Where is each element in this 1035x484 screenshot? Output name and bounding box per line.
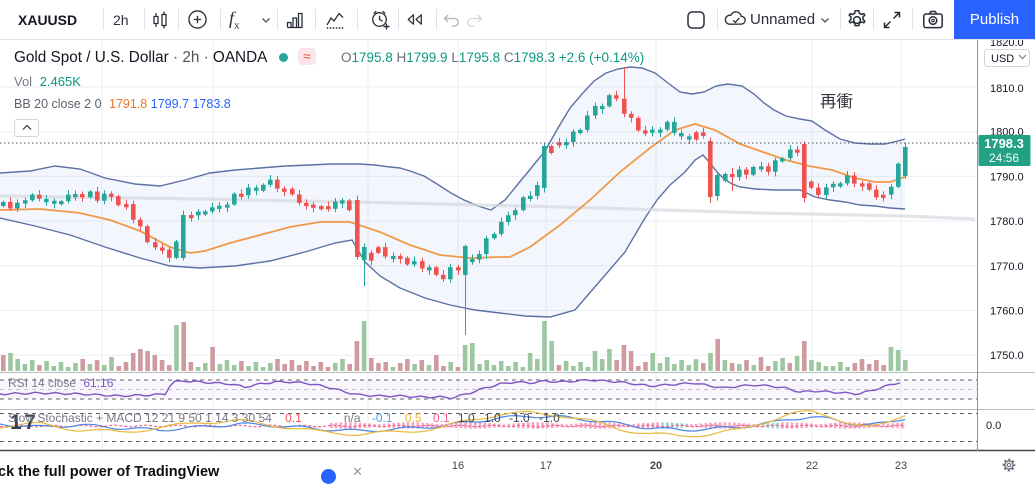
svg-text:16: 16 bbox=[452, 460, 464, 472]
svg-text:1810.0: 1810.0 bbox=[990, 83, 1024, 95]
svg-text:1820.0: 1820.0 bbox=[990, 37, 1024, 49]
svg-text:0.0: 0.0 bbox=[986, 420, 1001, 432]
svg-text:20: 20 bbox=[650, 460, 662, 472]
svg-text:17: 17 bbox=[540, 460, 552, 472]
svg-text:USD: USD bbox=[991, 53, 1014, 65]
svg-text:1798.3: 1798.3 bbox=[984, 136, 1024, 151]
svg-text:22: 22 bbox=[806, 460, 818, 472]
svg-text:1760.0: 1760.0 bbox=[990, 306, 1024, 318]
svg-text:17: 17 bbox=[10, 411, 38, 434]
svg-text:1780.0: 1780.0 bbox=[990, 216, 1024, 228]
svg-text:1750.0: 1750.0 bbox=[990, 350, 1024, 362]
svg-text:1790.0: 1790.0 bbox=[990, 171, 1024, 183]
svg-text:24:56: 24:56 bbox=[989, 151, 1019, 165]
svg-text:1770.0: 1770.0 bbox=[990, 261, 1024, 273]
svg-text:23: 23 bbox=[895, 460, 907, 472]
